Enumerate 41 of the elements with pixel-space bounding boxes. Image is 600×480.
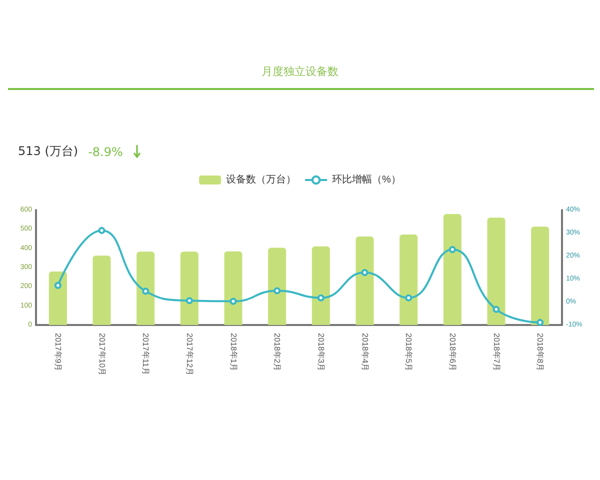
legend-label: 设备数（万台）	[226, 174, 296, 186]
point	[54, 282, 62, 289]
bar	[224, 251, 242, 325]
x-tick-label: 2018年1月	[228, 333, 238, 372]
x-tick-label: 2018年4月	[360, 333, 370, 372]
bar	[136, 252, 155, 325]
x-tick-label: 2017年12月	[184, 333, 194, 376]
point	[448, 246, 456, 254]
x-tick-label: 2017年9月	[53, 333, 62, 372]
chart-title: 月度独立设备数	[260, 64, 340, 79]
point	[186, 297, 193, 304]
x-tick-label: 2017年11月	[141, 333, 150, 376]
legend-label: 环比增幅（%）	[332, 174, 401, 186]
x-tick-label: 2018年8月	[536, 333, 545, 372]
x-tick-label: 2017年10月	[97, 333, 106, 376]
bar	[48, 272, 67, 325]
x-tick-label: 2018年3月	[316, 333, 326, 372]
point	[536, 318, 544, 326]
bar	[180, 252, 198, 325]
point	[492, 306, 500, 313]
point	[274, 287, 281, 294]
point	[98, 226, 106, 234]
x-tick-label: 2018年6月	[448, 333, 457, 372]
x-tick-label: 2018年2月	[272, 333, 282, 372]
bar	[531, 226, 550, 325]
x-tick-label: 2018年7月	[492, 333, 501, 372]
x-tick-label: 2018年5月	[404, 333, 414, 372]
bar	[312, 246, 330, 325]
point	[142, 288, 150, 295]
text: -8.9%	[88, 144, 123, 158]
text: 513 (万台)	[18, 143, 78, 160]
bar	[356, 236, 374, 325]
bar	[443, 214, 462, 325]
point	[230, 298, 237, 305]
bar	[487, 218, 506, 325]
point	[405, 294, 412, 302]
bar	[400, 234, 418, 325]
point	[361, 269, 368, 276]
point	[317, 294, 324, 302]
bar	[92, 256, 111, 325]
bar	[268, 248, 286, 325]
